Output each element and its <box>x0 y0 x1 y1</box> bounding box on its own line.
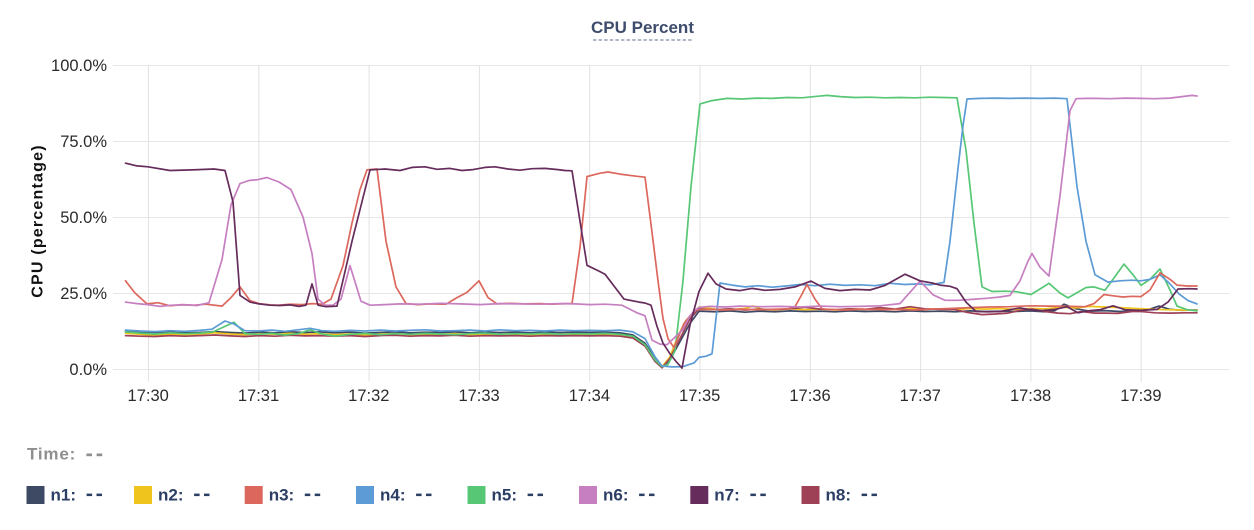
svg-text:50.0%: 50.0% <box>60 209 107 227</box>
svg-text:17:31: 17:31 <box>238 387 279 405</box>
svg-text:n7:: n7: <box>714 486 740 505</box>
svg-text:17:33: 17:33 <box>458 387 499 405</box>
svg-text:n4:: n4: <box>380 486 406 505</box>
svg-text:n6:: n6: <box>603 486 629 505</box>
svg-text:n5:: n5: <box>492 486 518 505</box>
svg-text:17:30: 17:30 <box>128 387 169 405</box>
svg-text:17:35: 17:35 <box>679 387 720 405</box>
svg-text:17:37: 17:37 <box>900 387 941 405</box>
svg-text:17:36: 17:36 <box>789 387 830 405</box>
svg-text:100.0%: 100.0% <box>51 57 107 75</box>
svg-text:17:34: 17:34 <box>569 387 610 405</box>
svg-text:n3:: n3: <box>269 486 295 505</box>
svg-text:Time:: Time: <box>27 445 76 464</box>
svg-text:25.0%: 25.0% <box>60 285 107 303</box>
svg-text:17:32: 17:32 <box>348 387 389 405</box>
svg-text:17:38: 17:38 <box>1010 387 1051 405</box>
svg-text:CPU (percentage): CPU (percentage) <box>30 144 47 297</box>
svg-text:n2:: n2: <box>158 486 184 505</box>
svg-text:CPU Percent: CPU Percent <box>591 18 694 37</box>
svg-text:n1:: n1: <box>51 486 77 505</box>
svg-text:17:39: 17:39 <box>1120 387 1161 405</box>
svg-text:0.0%: 0.0% <box>69 361 107 379</box>
svg-text:75.0%: 75.0% <box>60 133 107 151</box>
svg-text:n8:: n8: <box>826 486 852 505</box>
